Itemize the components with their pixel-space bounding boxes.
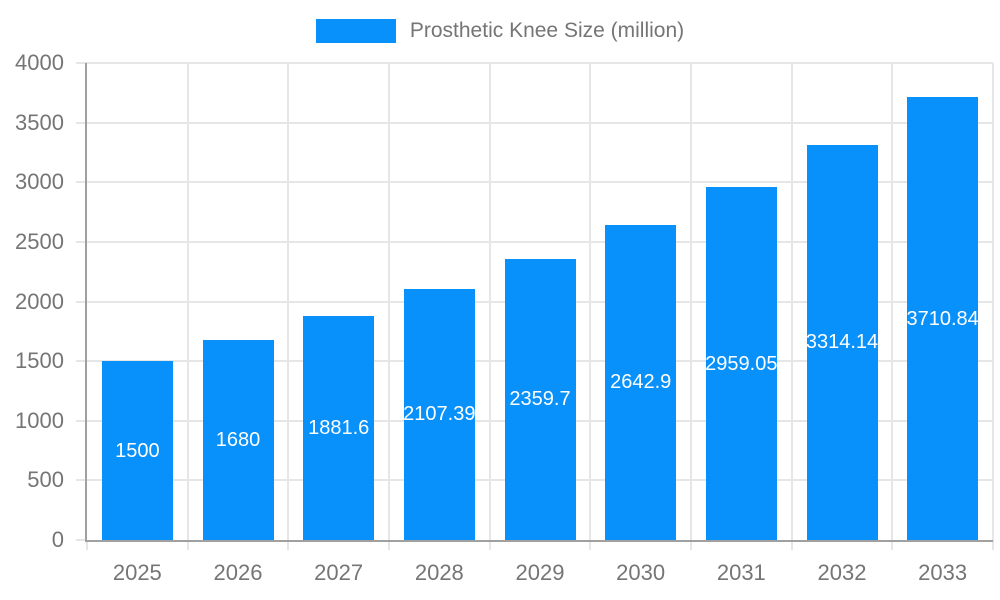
bar-2031[interactable] xyxy=(705,187,777,540)
x-tick-mark xyxy=(488,540,491,550)
y-tick-mark xyxy=(76,240,87,243)
x-axis-label-2033: 2033 xyxy=(918,560,968,585)
y-tick-mark xyxy=(76,419,87,422)
gridline-vertical xyxy=(488,63,491,540)
bar-value-label-2032: 3314.14 xyxy=(805,331,879,354)
x-axis-label-2025: 2025 xyxy=(112,560,162,585)
x-tick-mark xyxy=(790,540,793,550)
x-tick-mark xyxy=(86,540,88,550)
bar-2027[interactable] xyxy=(303,315,375,540)
gridline-vertical xyxy=(790,63,793,540)
x-axis-label-2032: 2032 xyxy=(817,560,867,585)
y-axis-label: 4000 xyxy=(15,50,64,75)
gridline-vertical xyxy=(690,63,692,540)
gridline-vertical xyxy=(992,63,994,540)
y-axis-label: 2000 xyxy=(15,288,64,314)
bar-value-label-2025: 1500 xyxy=(115,439,160,462)
bar-2025[interactable] xyxy=(101,361,173,540)
x-axis-label-2029: 2029 xyxy=(515,560,565,585)
y-tick-mark xyxy=(76,539,87,541)
x-axis-label-2031: 2031 xyxy=(716,560,766,585)
y-tick-mark xyxy=(76,181,87,184)
x-tick-mark xyxy=(388,540,390,550)
x-tick-mark xyxy=(589,540,592,550)
gridline-horizontal xyxy=(87,62,993,64)
gridline-horizontal xyxy=(87,181,993,184)
y-axis-label: 2500 xyxy=(15,228,64,254)
x-axis-label-2027: 2027 xyxy=(314,560,364,585)
x-tick-mark xyxy=(186,540,189,550)
gridline-horizontal xyxy=(87,121,993,124)
gridline-horizontal xyxy=(87,240,993,243)
y-axis-line xyxy=(85,63,87,542)
x-tick-mark xyxy=(287,540,290,550)
y-tick-mark xyxy=(76,479,87,482)
gridline-vertical xyxy=(186,63,189,540)
bar-2033[interactable] xyxy=(907,97,979,540)
legend-label: Prosthetic Knee Size (million) xyxy=(409,19,685,42)
bar-value-label-2030: 2642.9 xyxy=(610,371,672,394)
bar-2026[interactable] xyxy=(202,339,274,540)
bar-2032[interactable] xyxy=(806,144,878,540)
y-axis-label: 0 xyxy=(51,527,64,552)
bar-2030[interactable] xyxy=(605,224,677,540)
x-axis-label-2028: 2028 xyxy=(414,560,464,585)
x-tick-mark xyxy=(891,540,894,550)
y-axis-label: 1000 xyxy=(15,407,64,433)
x-tick-mark xyxy=(992,540,994,550)
gridline-vertical xyxy=(388,63,390,540)
y-axis-label: 1500 xyxy=(15,348,64,374)
bar-value-label-2031: 2959.05 xyxy=(705,352,778,375)
y-axis-label: 3000 xyxy=(15,169,64,195)
y-tick-mark xyxy=(76,121,87,124)
x-axis-line xyxy=(85,540,993,542)
x-tick-mark xyxy=(690,540,692,550)
bar-value-label-2033: 3710.84 xyxy=(906,307,979,330)
bar-2029[interactable] xyxy=(504,258,576,540)
bar-value-label-2028: 2107.39 xyxy=(403,403,476,426)
gridline-vertical xyxy=(287,63,290,540)
x-axis-label-2026: 2026 xyxy=(213,560,263,585)
y-axis-label: 3500 xyxy=(15,109,64,135)
gridline-vertical xyxy=(589,63,592,540)
bar-2028[interactable] xyxy=(403,288,475,540)
bar-value-label-2026: 1680 xyxy=(215,428,261,451)
y-tick-mark xyxy=(76,62,87,64)
y-tick-mark xyxy=(76,360,87,363)
bar-value-label-2027: 1881.6 xyxy=(308,416,370,439)
bar-value-label-2029: 2359.7 xyxy=(509,388,571,411)
legend[interactable]: Prosthetic Knee Size (million) xyxy=(0,18,1000,44)
x-axis-label-2030: 2030 xyxy=(616,560,666,585)
gridline-vertical xyxy=(891,63,894,540)
y-tick-mark xyxy=(76,300,87,303)
legend-swatch xyxy=(315,19,396,43)
y-axis-label: 500 xyxy=(27,467,64,493)
